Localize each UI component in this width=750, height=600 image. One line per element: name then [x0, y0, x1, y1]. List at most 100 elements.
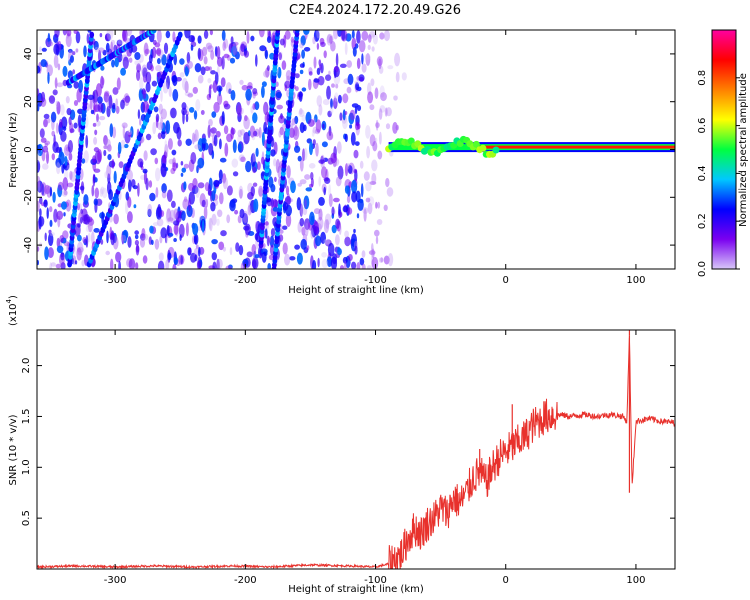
noise-blob [299, 203, 303, 217]
noise-blob [161, 122, 166, 134]
noise-blob [318, 196, 325, 206]
colorbar-tick-label: 0.8 [697, 70, 708, 86]
noise-blob [105, 33, 110, 41]
noise-blob [285, 213, 292, 227]
noise-blob [85, 135, 89, 149]
noise-blob [371, 248, 375, 259]
noise-blob [351, 261, 357, 269]
noise-blob [223, 103, 231, 110]
noise-blob [73, 100, 79, 106]
noise-blob [76, 247, 82, 261]
noise-blob [252, 88, 258, 95]
noise-blob [302, 148, 306, 162]
noise-blob [298, 91, 303, 102]
noise-blob [284, 84, 288, 92]
noise-blob [282, 225, 288, 230]
noise-blob [197, 182, 205, 189]
noise-blob [192, 132, 195, 145]
noise-blob [121, 122, 128, 129]
noise-blob [231, 158, 239, 168]
noise-blob [275, 91, 282, 99]
noise-blob [338, 224, 342, 235]
noise-blob [39, 46, 42, 52]
noise-blob [375, 201, 378, 209]
noise-blob [339, 211, 343, 218]
noise-blob [395, 124, 399, 131]
noise-blob [41, 47, 47, 52]
noise-blob [183, 196, 188, 203]
noise-blob [334, 92, 339, 102]
noise-blob [134, 52, 141, 60]
noise-blob [165, 120, 171, 134]
noise-blob [383, 30, 390, 42]
noise-blob [44, 246, 49, 260]
noise-blob [324, 213, 332, 226]
noise-blob [267, 65, 270, 72]
noise-blob [106, 164, 112, 179]
noise-blob [173, 238, 177, 242]
noise-blob [46, 150, 49, 164]
snr-series-layer [37, 330, 675, 569]
noise-blob [326, 256, 333, 268]
noise-blob [301, 115, 307, 122]
snr-x-tick-label: -100 [364, 575, 387, 586]
noise-blob [259, 45, 267, 52]
noise-blob [67, 140, 73, 153]
noise-blob [155, 187, 159, 198]
noise-blob [241, 84, 248, 91]
noise-blob [276, 104, 284, 110]
noise-blob [50, 111, 57, 123]
noise-blob [41, 149, 46, 162]
noise-blob [303, 47, 311, 52]
noise-blob [93, 98, 98, 113]
carrier-blob [472, 140, 480, 148]
noise-blob [47, 247, 54, 259]
noise-blob [124, 95, 131, 103]
noise-blob [185, 138, 192, 146]
noise-blob [158, 103, 163, 115]
noise-blob [245, 160, 252, 173]
noise-blob [126, 48, 132, 57]
noise-blob [62, 65, 68, 77]
noise-blob [139, 118, 142, 126]
noise-blob [258, 185, 264, 197]
noise-blob [354, 141, 360, 147]
noise-blob [239, 188, 243, 199]
noise-blob [160, 227, 167, 239]
noise-blob [371, 46, 375, 52]
noise-blob [102, 49, 107, 56]
noise-blob [212, 80, 218, 93]
noise-blob [55, 122, 59, 134]
noise-blob [207, 78, 212, 84]
noise-blob [246, 85, 253, 90]
noise-blob [367, 202, 373, 215]
noise-blob [217, 93, 223, 105]
noise-blob [232, 43, 238, 56]
noise-blob [87, 94, 95, 101]
noise-blob [40, 59, 47, 68]
noise-blob [354, 80, 361, 85]
snr-x-tick-label: -300 [104, 575, 127, 586]
noise-blob [76, 88, 82, 103]
noise-blob [178, 254, 185, 265]
noise-blob [183, 163, 189, 169]
noise-blob [56, 101, 61, 115]
noise-blob [330, 41, 336, 52]
noise-blob [38, 215, 42, 230]
noise-blob [347, 165, 353, 174]
noise-blob [103, 149, 107, 157]
noise-blob [304, 174, 311, 180]
noise-blob [44, 232, 47, 242]
noise-blob [179, 234, 182, 242]
noise-blob [103, 135, 108, 146]
noise-blob [240, 156, 246, 163]
noise-blob [252, 151, 256, 163]
spectrogram-y-tick-label: 0 [23, 146, 34, 152]
noise-blob [371, 159, 378, 172]
noise-blob [337, 94, 342, 104]
colorbar-label: Normalized spectral amplitude [738, 73, 749, 227]
noise-blob [372, 141, 378, 152]
noise-blob [333, 30, 339, 40]
noise-blob [81, 158, 86, 164]
noise-blob [160, 210, 165, 218]
